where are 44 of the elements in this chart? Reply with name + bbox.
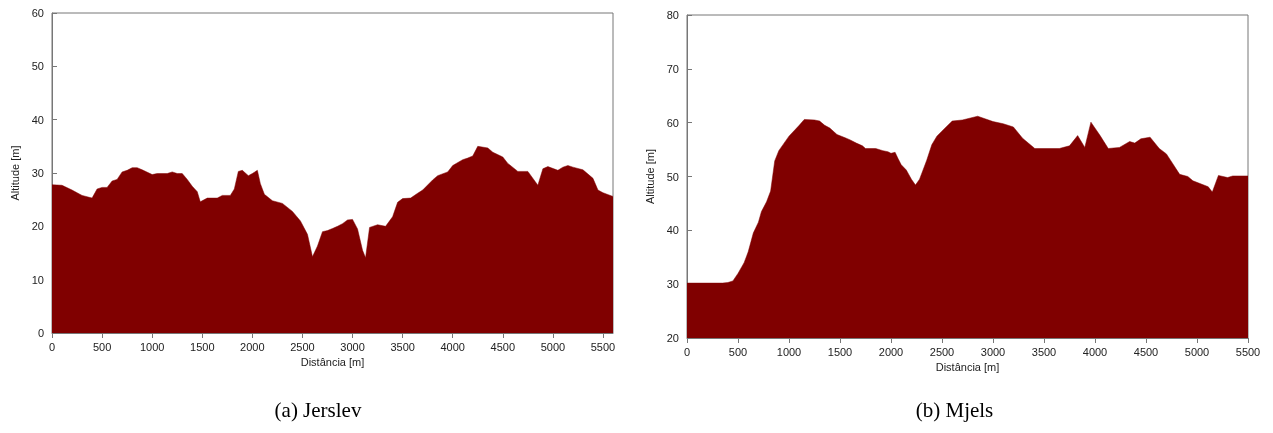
x-tick-label: 2500 [929,345,955,358]
x-tick-label: 4000 [1082,345,1108,358]
y-tick-label: 10 [31,273,44,286]
x-axis-title: Distância [m] [935,361,1000,374]
y-tick-label: 50 [31,60,44,73]
x-tick-label: 5000 [1184,345,1210,358]
y-axis-title: Altitude [m] [643,148,656,205]
x-tick-label: 1500 [827,345,853,358]
text: (a) Jerslev [274,397,362,422]
y-tick-label: 40 [31,113,44,126]
x-tick-label: 2500 [290,340,315,353]
y-tick-label: 80 [666,9,679,21]
text: (b) Mjels [915,397,994,422]
y-tick-label: 60 [666,116,679,129]
y-axis-title: Altitude [m] [8,145,21,201]
x-tick-label: 3000 [340,340,365,353]
y-tick-label: 0 [37,327,44,339]
y-tick-label: 50 [666,170,679,183]
x-tick-label: 500 [728,345,748,358]
x-tick-label: 2000 [878,345,904,358]
x-tick-label: 2000 [240,340,265,353]
x-tick-label: 3000 [980,345,1006,358]
x-tick-label: 0 [683,345,691,358]
y-tick-label: 30 [31,167,44,179]
y-tick-label: 40 [666,224,679,237]
x-tick-label: 1500 [190,340,215,353]
x-tick-label: 5000 [540,340,566,353]
x-tick-label: 500 [92,340,112,353]
x-tick-label: 4500 [1133,345,1159,358]
x-tick-label: 5500 [590,340,616,353]
y-tick-label: 30 [666,278,679,291]
x-tick-label: 4000 [440,340,465,353]
x-tick-label: 5500 [1235,345,1261,358]
x-tick-label: 0 [48,340,56,353]
x-tick-label: 1000 [139,340,165,353]
x-tick-label: 4500 [490,340,516,353]
y-tick-label: 60 [31,7,44,19]
x-tick-label: 1000 [776,345,802,358]
x-tick-label: 3500 [1031,345,1057,358]
y-tick-label: 70 [666,62,679,75]
y-tick-label: 20 [666,332,679,344]
y-tick-label: 20 [31,220,44,233]
x-axis-title: Distância [m] [300,356,365,369]
x-tick-label: 3500 [390,340,415,353]
